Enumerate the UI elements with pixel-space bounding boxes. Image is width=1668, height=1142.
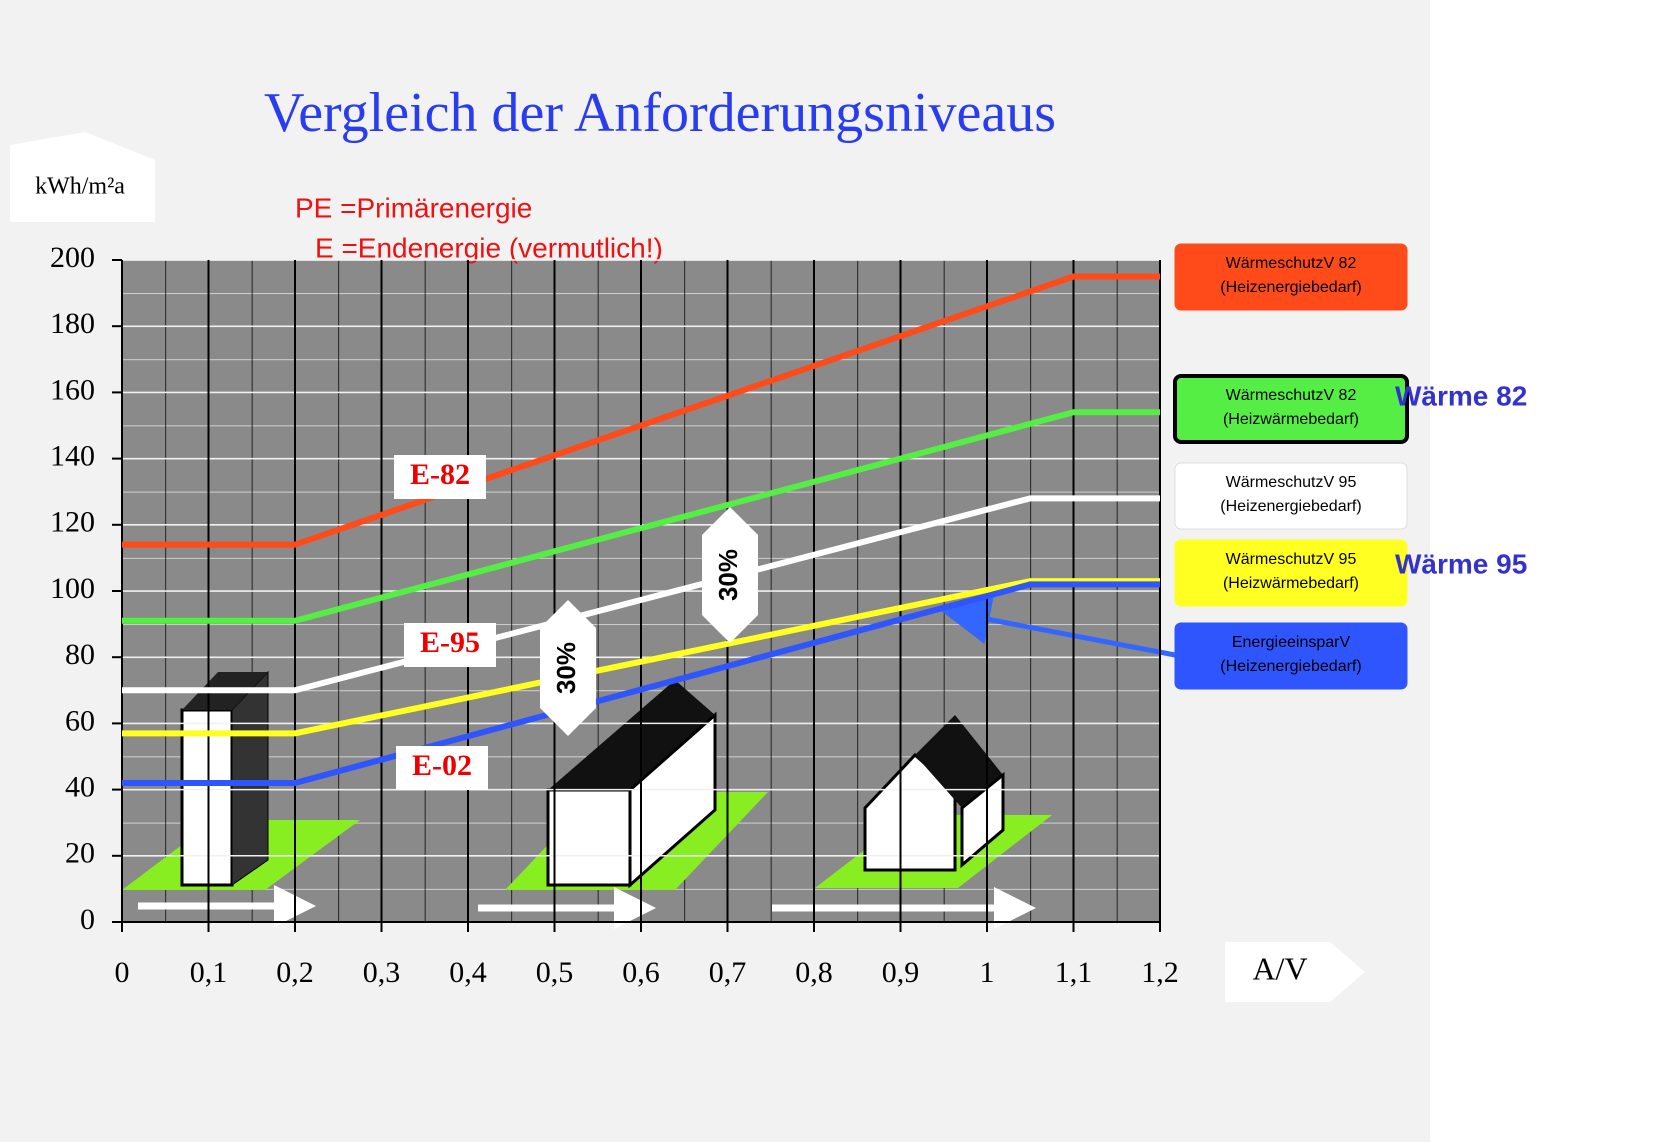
y-tick-label: 160: [50, 373, 95, 406]
legend-label: WärmeschutzV 95 (Heizwärmebedarf): [1205, 548, 1377, 596]
x-tick-label: 0,7: [709, 956, 747, 989]
x-tick-label: 0,6: [622, 956, 660, 989]
y-tick-label: 180: [50, 307, 95, 340]
legend-label: WärmeschutzV 82 (Heizenergiebedarf): [1205, 252, 1377, 300]
y-tick-label: 100: [50, 572, 95, 605]
line-label: E-82: [410, 458, 470, 491]
x-tick-label: 1: [980, 956, 995, 989]
x-axis-label: A/V: [1252, 950, 1307, 986]
y-tick-label: 200: [50, 241, 95, 274]
y-tick-label: 80: [65, 638, 95, 671]
percent-label: 30%: [713, 549, 743, 601]
x-tick-label: 0,9: [882, 956, 920, 989]
y-tick-label: 0: [80, 903, 95, 936]
legend-text-wrap: WärmeschutzV 82 (Heizenergiebedarf): [1195, 252, 1387, 304]
legend-text-wrap: WärmeschutzV 95 (Heizenergiebedarf): [1195, 471, 1387, 523]
x-tick-label: 1,1: [1055, 956, 1093, 989]
x-tick-label: 0,4: [449, 956, 487, 989]
side-label: Wärme 82: [1395, 380, 1527, 411]
legend-text-wrap: EnergieeinsparV (Heizenergiebedarf): [1195, 631, 1387, 683]
x-tick-label: 0,1: [190, 956, 228, 989]
y-tick-label: 140: [50, 439, 95, 472]
y-tick-label: 20: [65, 837, 95, 870]
note: E =Endenergie (vermutlich!): [315, 232, 663, 263]
legend-label: WärmeschutzV 82 (Heizwärmebedarf): [1205, 384, 1377, 432]
legend-label: EnergieeinsparV (Heizenergiebedarf): [1205, 631, 1377, 679]
legend-text-wrap: WärmeschutzV 95 (Heizwärmebedarf): [1195, 548, 1387, 600]
note: PE =Primärenergie: [295, 192, 532, 223]
side-label: Wärme 95: [1395, 548, 1527, 579]
legend-label: WärmeschutzV 95 (Heizenergiebedarf): [1205, 471, 1377, 519]
x-tick-label: 0,5: [536, 956, 574, 989]
y-tick-label: 40: [65, 770, 95, 803]
x-tick-label: 0,8: [795, 956, 833, 989]
percent-label: 30%: [551, 642, 581, 694]
chart: Vergleich der Anforderungsniveaus kWh/m²…: [0, 0, 1668, 1142]
line-label: E-95: [420, 626, 480, 659]
y-tick-label: 60: [65, 704, 95, 737]
line-label: E-02: [412, 749, 472, 782]
legend-text-wrap: WärmeschutzV 82 (Heizwärmebedarf): [1195, 384, 1387, 436]
x-tick-label: 1,2: [1141, 956, 1179, 989]
y-tick-label: 120: [50, 506, 95, 539]
x-tick-label: 0: [115, 956, 130, 989]
x-tick-label: 0,3: [363, 956, 401, 989]
chart-title: Vergleich der Anforderungsniveaus: [264, 82, 1056, 144]
x-tick-label: 0,2: [276, 956, 314, 989]
y-axis-label: kWh/m²a: [35, 174, 125, 200]
